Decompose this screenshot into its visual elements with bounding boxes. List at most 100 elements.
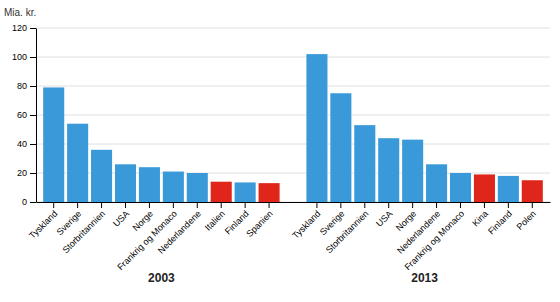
grid — [36, 28, 550, 202]
bar — [163, 172, 184, 202]
y-tick-mark — [30, 173, 36, 174]
x-tick-label: USA — [374, 209, 394, 229]
bar — [378, 138, 399, 202]
y-axis-line — [36, 29, 37, 203]
x-tick-label: Nederlandene — [156, 209, 203, 256]
grid-line — [36, 28, 550, 29]
y-tick: 20 — [17, 168, 36, 178]
x-tick-label: Polen — [515, 209, 538, 232]
y-tick-mark — [30, 57, 36, 58]
y-tick: 80 — [17, 81, 36, 91]
bar — [522, 180, 543, 202]
bars — [43, 54, 543, 202]
bar — [498, 176, 519, 202]
x-tick-mark — [53, 202, 54, 208]
grid-line — [36, 115, 550, 116]
group-label: 2003 — [148, 271, 175, 285]
y-tick-label: 60 — [17, 110, 27, 120]
x-tick-mark — [101, 202, 102, 208]
y-tick: 120 — [12, 23, 36, 33]
y-tick-mark — [30, 28, 36, 29]
group-label: 2013 — [411, 271, 438, 285]
x-tick-mark — [460, 202, 461, 208]
x-tick-mark — [221, 202, 222, 208]
x-axis: TysklandSverigeStorbritannienUSANorgeFra… — [27, 202, 550, 272]
x-tick-label: Spanien — [244, 209, 274, 239]
y-tick-label: 120 — [12, 23, 27, 33]
x-tick-label: USA — [111, 209, 131, 229]
bar — [187, 173, 208, 202]
grid-line — [36, 86, 550, 87]
y-tick-label: 100 — [12, 52, 27, 62]
x-tick-mark — [149, 202, 150, 208]
x-tick-mark — [508, 202, 509, 208]
grid-line — [36, 173, 550, 174]
bar — [474, 174, 495, 202]
x-tick: Tyskland — [27, 202, 59, 241]
y-tick-label: 80 — [17, 81, 27, 91]
y-tick-mark — [30, 144, 36, 145]
y-tick-label: 0 — [22, 197, 27, 207]
bar — [426, 164, 447, 202]
y-tick-mark — [30, 86, 36, 87]
x-tick: Nederlandene — [156, 202, 203, 256]
x-tick: Storbritannien — [61, 202, 108, 255]
x-tick-label: Storbritannien — [324, 209, 371, 256]
x-tick-mark — [316, 202, 317, 208]
chart: 0 20 40 60 80 100 120 TysklandSverigeStorbritan… — [0, 0, 560, 302]
x-tick-mark — [173, 202, 174, 208]
bar — [115, 164, 136, 202]
y-tick: 100 — [12, 52, 36, 62]
x-tick-mark — [340, 202, 341, 208]
y-axis: 0 20 40 60 80 100 120 — [12, 23, 37, 207]
x-axis-line — [37, 202, 551, 203]
y-axis-title: Mia. kr. — [4, 7, 36, 18]
bar — [67, 124, 88, 202]
y-tick-label: 40 — [17, 139, 27, 149]
grid-line — [36, 202, 550, 203]
grid-line — [36, 144, 550, 145]
bar — [450, 173, 471, 202]
x-tick-mark — [269, 202, 270, 208]
x-tick: Finland — [486, 202, 514, 237]
bar — [91, 150, 112, 202]
grid-line — [36, 57, 550, 58]
x-tick-label: Kina — [470, 209, 490, 229]
x-tick-mark — [388, 202, 389, 208]
bar — [259, 183, 280, 202]
plot: 0 20 40 60 80 100 120 TysklandSverigeStorbritan… — [4, 7, 551, 285]
x-tick-label: Storbritannien — [61, 209, 108, 256]
bar — [354, 125, 375, 202]
x-tick-mark — [532, 202, 533, 208]
x-tick: Tyskland — [290, 202, 322, 241]
bar — [211, 182, 232, 202]
y-tick: 40 — [17, 139, 36, 149]
x-tick: Storbritannien — [324, 202, 371, 255]
bar — [330, 93, 351, 202]
x-tick-mark — [125, 202, 126, 208]
bar — [306, 54, 327, 202]
x-tick-mark — [364, 202, 365, 208]
x-tick-mark — [412, 202, 413, 208]
x-tick-mark — [484, 202, 485, 208]
x-tick: USA — [111, 202, 131, 229]
bar — [402, 140, 423, 202]
x-tick-mark — [245, 202, 246, 208]
x-tick-label: Finland — [486, 209, 514, 237]
y-tick-mark — [30, 202, 36, 203]
y-tick-label: 20 — [17, 168, 27, 178]
y-tick: 60 — [17, 110, 36, 120]
bar — [139, 167, 160, 202]
x-tick: Polen — [515, 202, 538, 232]
x-tick-mark — [77, 202, 78, 208]
x-tick: Kina — [470, 202, 490, 228]
x-tick: USA — [374, 202, 394, 229]
x-tick-label: Tyskland — [27, 209, 59, 241]
x-tick-mark — [197, 202, 198, 208]
y-tick-mark — [30, 115, 36, 116]
bar — [235, 182, 256, 202]
x-tick-label: Frankrig og Monaco — [402, 209, 466, 273]
bar — [43, 87, 64, 202]
x-tick-label: Tyskland — [290, 209, 322, 241]
x-tick-mark — [436, 202, 437, 208]
